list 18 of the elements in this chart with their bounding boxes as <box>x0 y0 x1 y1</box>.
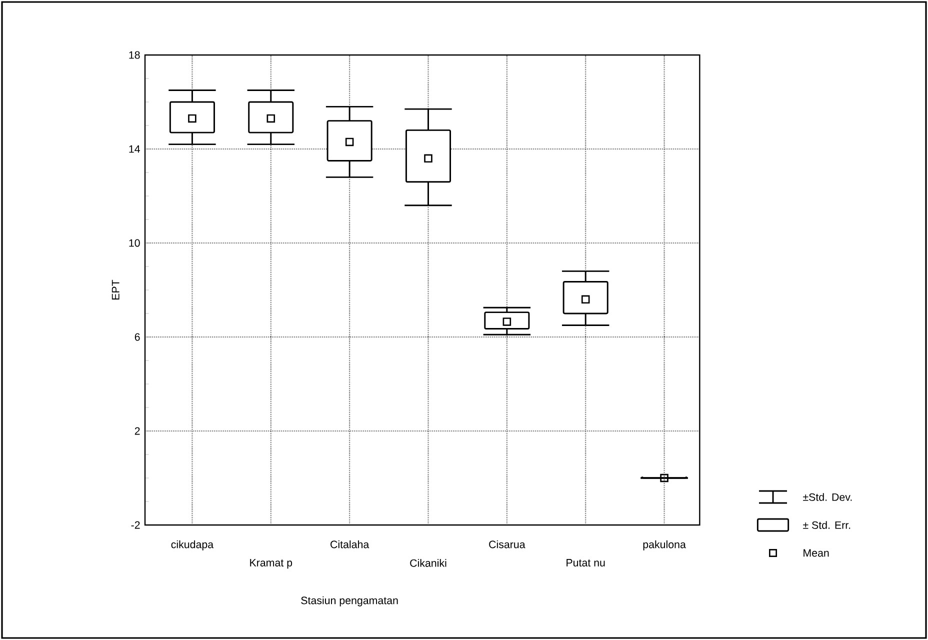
y-tick-label: -2 <box>131 521 140 529</box>
y-tick-label: 10 <box>129 239 140 247</box>
y-tick-label: 2 <box>134 427 140 435</box>
x-tick-label: Cikaniki <box>410 559 446 567</box>
text: ±Std. Dev. <box>803 493 852 501</box>
y-axis-title: EPT <box>112 280 120 300</box>
text: Mean <box>804 549 829 557</box>
x-tick-label: pakulona <box>643 540 686 550</box>
x-tick-label: cikudapa <box>171 540 214 550</box>
text: ± Std. Err. <box>803 521 850 529</box>
y-tick-label: 6 <box>134 333 140 341</box>
x-tick-label: Cisarua <box>489 540 526 548</box>
y-tick-label: 14 <box>129 145 140 153</box>
x-tick-label: Kramat p <box>250 559 292 569</box>
y-tick-label: 18 <box>129 51 140 59</box>
x-tick-label: Citalaha <box>330 540 370 548</box>
x-axis-title: Stasiun pengamatan <box>301 596 398 606</box>
x-tick-label: Putat nu <box>566 559 605 566</box>
